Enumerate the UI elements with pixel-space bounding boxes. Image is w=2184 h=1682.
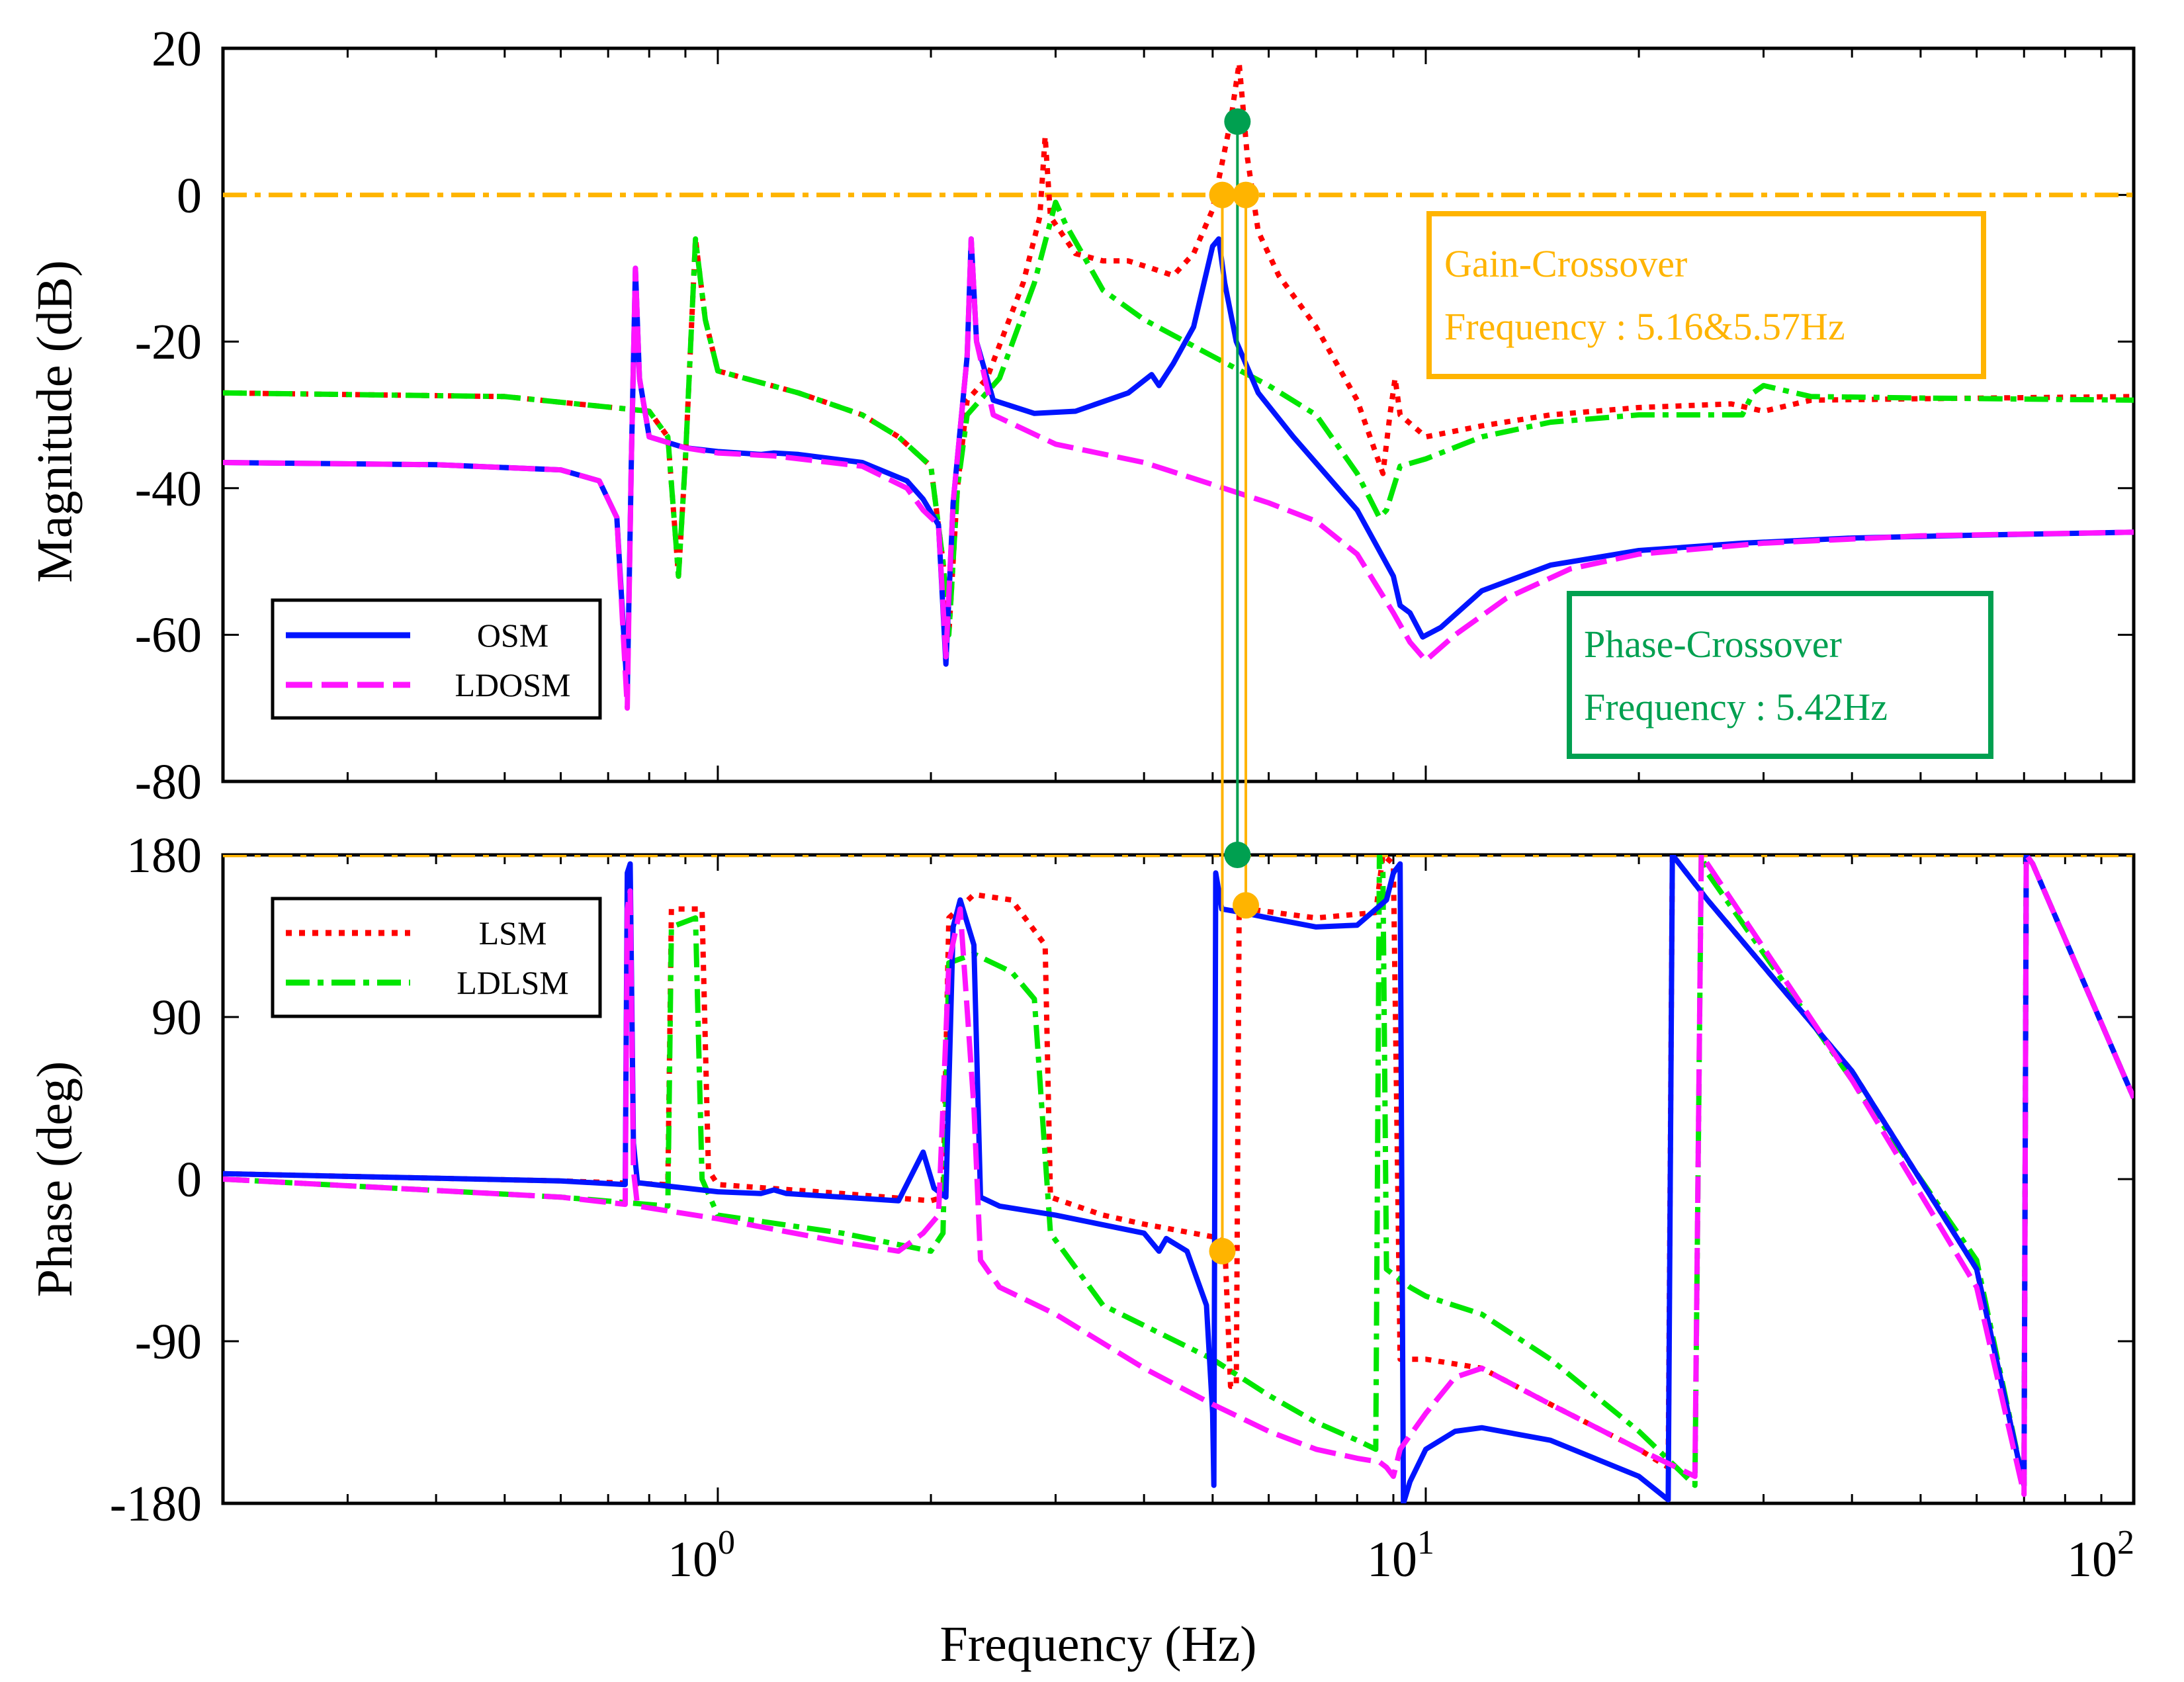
phase-plot-area <box>223 855 2134 1503</box>
annotation-line: Gain-Crossover <box>1444 242 1687 285</box>
magnitude-series-lsm <box>223 60 2134 638</box>
mag-y-tick-label: -60 <box>135 607 202 663</box>
phase-crossover-annotation: Phase-Crossover Frequency : 5.42Hz <box>1567 591 1993 759</box>
phase-y-tick-labels: 180 90 0 -90 -180 <box>110 828 202 1532</box>
x-tick-exponent: 1 <box>1417 1524 1434 1562</box>
mag-y-tick-label: 20 <box>152 21 202 77</box>
x-tick-label: 101 <box>1367 1524 1434 1587</box>
phase-y-tick-label: 0 <box>177 1152 202 1208</box>
mag-y-tick-label: 0 <box>177 168 202 224</box>
phase-y-tick-label: 90 <box>152 990 202 1045</box>
mag-y-tick-label: -20 <box>135 314 202 370</box>
x-tick-exponent: 2 <box>2117 1524 2134 1562</box>
magnitude-plot-area <box>223 60 2134 711</box>
phase-y-tick-label: -180 <box>110 1476 202 1532</box>
x-tick-base: 10 <box>668 1532 718 1587</box>
annotation-box <box>1567 591 1993 759</box>
phase-series-ldosm <box>223 855 2134 1497</box>
magnitude-ticks <box>222 47 2135 783</box>
mag-y-tick-label: -40 <box>135 461 202 517</box>
legend-box <box>271 598 602 720</box>
phase-series-ldlsm <box>223 855 2134 1488</box>
phase-y-tick-label: -90 <box>135 1314 202 1370</box>
legend-label-ldosm: LDOSM <box>455 666 570 703</box>
magnitude-y-axis-title: Magnitude (dB) <box>27 260 83 583</box>
x-tick-exponent: 0 <box>718 1524 735 1562</box>
annotation-box <box>1426 211 1986 379</box>
magnitude-crossover-marker <box>1224 108 1251 135</box>
crossover-guides <box>1209 108 1260 1264</box>
annotation-line: Frequency : 5.42Hz <box>1584 686 1888 729</box>
magnitude-crossover-marker <box>1233 181 1260 208</box>
legend-label-ldlsm: LDLSM <box>457 964 568 1001</box>
magnitude-legend: OSM LDOSM <box>271 598 602 720</box>
legend-label-lsm: LSM <box>479 914 547 952</box>
phase-y-axis-title: Phase (deg) <box>27 1061 83 1298</box>
magnitude-axes-frame <box>221 46 2136 783</box>
magnitude-series-ldosm <box>223 236 2134 711</box>
legend-box <box>271 897 602 1018</box>
phase-crossover-marker <box>1224 842 1251 868</box>
x-tick-base: 10 <box>2067 1532 2117 1587</box>
x-tick-label: 102 <box>2067 1524 2134 1587</box>
magnitude-series-ldlsm <box>223 199 2134 638</box>
legend-label-osm: OSM <box>477 617 548 654</box>
phase-crossover-marker <box>1233 892 1260 919</box>
x-axis-title: Frequency (Hz) <box>939 1616 1256 1672</box>
magnitude-crossover-marker <box>1209 181 1236 208</box>
phase-series-osm <box>223 855 2134 1503</box>
mag-y-tick-label: -80 <box>135 754 202 810</box>
annotation-line: Frequency : 5.16&5.57Hz <box>1444 305 1845 348</box>
phase-y-tick-label: 180 <box>126 828 202 883</box>
phase-legend: LSM LDLSM <box>271 897 602 1018</box>
annotation-line: Phase-Crossover <box>1584 623 1842 666</box>
phase-crossover-marker <box>1209 1237 1236 1264</box>
x-tick-base: 10 <box>1367 1532 1417 1587</box>
magnitude-y-tick-labels: 20 0 -20 -40 -60 -80 <box>135 21 202 810</box>
gain-crossover-annotation: Gain-Crossover Frequency : 5.16&5.57Hz <box>1426 211 1986 379</box>
x-tick-labels: 100 101 102 <box>668 1524 2134 1587</box>
x-tick-label: 100 <box>668 1524 735 1587</box>
